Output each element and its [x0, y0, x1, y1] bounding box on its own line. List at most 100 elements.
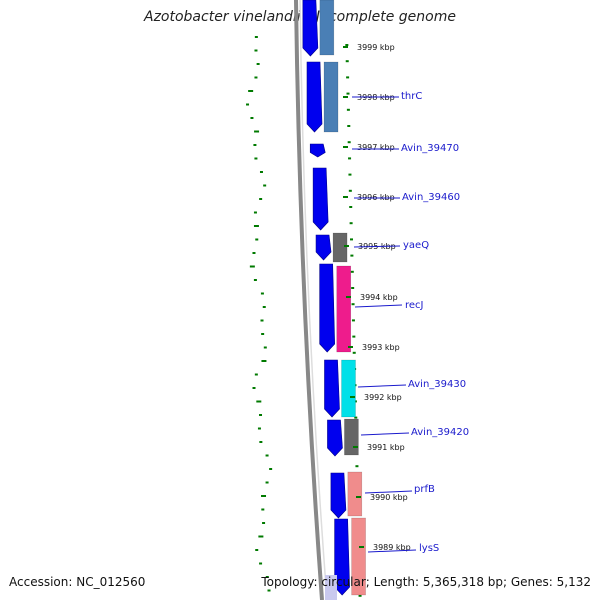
gene-label-line — [354, 304, 403, 308]
gene-label: Avin_39460 — [402, 192, 460, 203]
gc-dot — [349, 222, 353, 225]
gc-dot — [347, 125, 351, 127]
gc-dot — [346, 76, 350, 79]
gc-dot — [351, 287, 355, 289]
cds-arrow — [324, 359, 340, 418]
gc-dot — [267, 589, 271, 592]
backbone-line — [294, 0, 324, 600]
tick-label: 3994 kbp — [360, 293, 398, 302]
tick-label: 3991 kbp — [367, 443, 405, 452]
tick-mark — [356, 496, 361, 498]
gene-label: lysS — [419, 543, 439, 554]
gc-dot — [348, 157, 352, 160]
gc-dot — [263, 184, 267, 187]
tick-label: 3989 kbp — [373, 543, 411, 552]
gene-label: recJ — [405, 300, 424, 311]
tick-mark — [359, 546, 364, 548]
cds-arrow — [312, 167, 329, 231]
feature-block — [319, 0, 335, 56]
gene-label-line — [364, 490, 413, 494]
gc-dot — [252, 252, 256, 254]
tick-label: 3997 kbp — [357, 143, 395, 152]
gene-label-line — [360, 432, 410, 436]
gc-dot — [259, 414, 263, 416]
feature-block — [323, 61, 339, 133]
gc-dot — [249, 265, 255, 268]
gc-dot — [351, 303, 355, 306]
gc-dot — [254, 373, 258, 376]
tick-mark — [353, 446, 358, 448]
tick-mark — [343, 196, 348, 198]
gc-dot — [350, 270, 354, 273]
feature-track — [319, 0, 366, 596]
gc-dot — [346, 108, 350, 111]
gc-dot — [259, 198, 263, 200]
gc-dot — [354, 416, 358, 419]
gc-dot — [261, 360, 267, 362]
gene-label: Avin_39420 — [411, 427, 469, 438]
gene-label-line — [357, 384, 407, 388]
cds-arrow — [319, 263, 335, 353]
cds-arrow-track — [302, 0, 350, 600]
accession-text: Accession: NC_012560 — [9, 575, 146, 589]
gc-dot — [261, 495, 267, 497]
tick-mark — [344, 245, 349, 247]
gc-dot — [259, 562, 263, 565]
tick-mark — [343, 146, 348, 148]
gc-dot — [256, 63, 260, 65]
gc-dot — [257, 427, 261, 430]
gc-dot — [248, 90, 254, 92]
gc-dot — [349, 206, 353, 208]
gc-dot — [350, 254, 354, 257]
gc-dot — [352, 335, 356, 338]
gc-dot — [348, 189, 352, 192]
gene-label: Avin_39470 — [401, 143, 459, 154]
tick-label: 3993 kbp — [362, 343, 400, 352]
feature-block — [341, 359, 356, 418]
gc-dot — [265, 576, 269, 578]
gc-dot — [352, 351, 356, 354]
tick-mark — [343, 96, 348, 98]
cds-arrow — [309, 143, 326, 158]
cds-arrow — [315, 234, 332, 261]
gc-dot — [253, 144, 257, 146]
tick-mark — [350, 396, 355, 398]
gene-label: thrC — [401, 91, 422, 102]
gc-dot — [358, 594, 362, 597]
summary-text: Topology: circular; Length: 5,365,318 bp… — [261, 575, 591, 589]
gc-dot — [254, 49, 258, 52]
gc-dot — [260, 319, 264, 322]
gc-dot — [269, 468, 273, 470]
cds-arrow — [306, 61, 323, 133]
gene-label: prfB — [414, 484, 435, 495]
gc-dot — [262, 306, 266, 308]
gc-dot — [256, 400, 262, 403]
gc-dot — [254, 157, 258, 160]
gc-dot — [348, 173, 352, 176]
gc-dot — [246, 103, 250, 106]
backbone-highlight — [299, 0, 328, 600]
feature-block — [336, 265, 351, 353]
gc-dot — [255, 238, 259, 241]
gc-dot — [347, 141, 351, 144]
gc-dot — [265, 454, 269, 457]
gc-dot — [345, 44, 349, 46]
feature-block — [351, 517, 366, 596]
gene-labels: thrC Avin_39470 Avin_39460 yaeQ recJ Avin_394… — [352, 91, 469, 554]
feature-block — [344, 418, 359, 456]
gc-dot — [252, 387, 256, 389]
cds-arrow — [330, 472, 347, 519]
gc-dot — [258, 535, 264, 538]
gc-dot — [254, 36, 258, 38]
gc-dot — [254, 76, 258, 79]
feature-block — [332, 232, 348, 263]
gc-dot — [253, 211, 257, 214]
feature-block — [347, 471, 363, 517]
tick-label: 3999 kbp — [357, 43, 395, 52]
tick-mark — [343, 46, 348, 48]
gc-dot — [255, 549, 259, 551]
gc-dot — [345, 60, 349, 63]
gc-dot — [250, 117, 254, 119]
tick-label: 3992 kbp — [364, 393, 402, 402]
